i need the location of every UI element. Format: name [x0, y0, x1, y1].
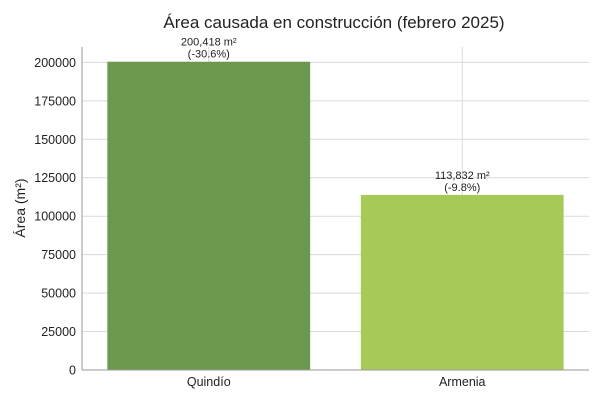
data-label-change: (-30.6%) — [188, 49, 230, 61]
axis-layer: 0 25000 50000 75000 100000 125000 150000 175000… — [34, 47, 589, 389]
data-label-change: (-9.8%) — [444, 182, 480, 194]
data-label-value: 200,418 m² — [181, 37, 237, 49]
chart-title: Área causada en construcción (febrero 20… — [163, 13, 504, 32]
label-layer: 200,418 m²(-30.6%) 113,832 m²(-9.8%) — [181, 37, 490, 194]
y-tick-label: 75000 — [41, 248, 76, 262]
y-tick-label: 50000 — [41, 287, 76, 301]
y-tick-label: 100000 — [34, 210, 76, 224]
y-axis-label: Área (m²) — [12, 178, 28, 237]
y-tick-label: 0 — [69, 364, 76, 378]
y-tick-label: 125000 — [34, 171, 76, 185]
y-tick-label: 200000 — [34, 56, 76, 70]
x-tick-label: Quindío — [187, 375, 231, 389]
y-tick-label: 150000 — [34, 133, 76, 147]
y-tick-label: 25000 — [41, 325, 76, 339]
x-tick-label: Armenia — [439, 375, 486, 389]
bar — [360, 194, 564, 370]
y-tick-label: 175000 — [34, 94, 76, 108]
data-label-value: 113,832 m² — [435, 170, 490, 182]
bar-layer — [107, 61, 564, 370]
bar — [107, 61, 311, 370]
